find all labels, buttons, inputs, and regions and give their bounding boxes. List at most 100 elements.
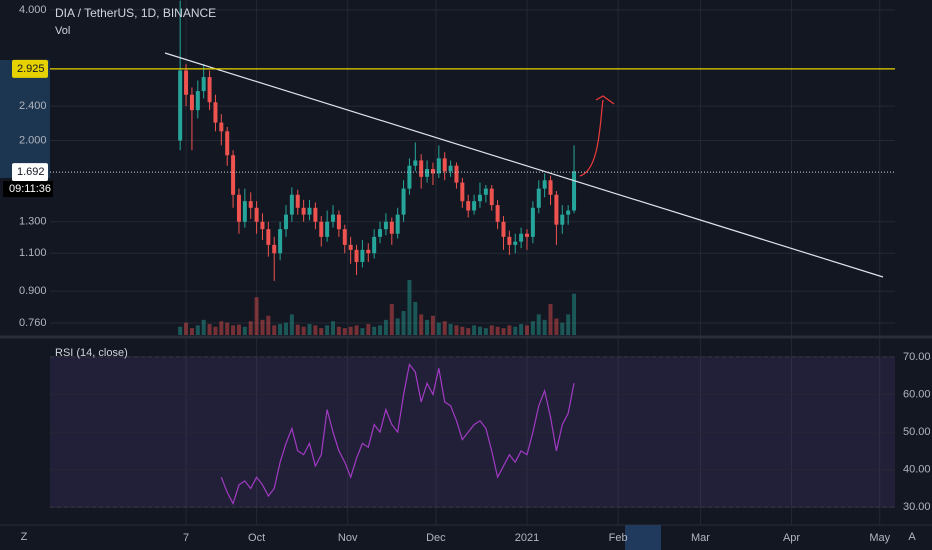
hline-label: 2.925 (17, 63, 45, 75)
volume-bar (331, 321, 336, 335)
y-tick-label: 1.100 (19, 247, 47, 259)
volume-bar (519, 324, 524, 335)
candle-body (560, 214, 565, 225)
volume-bar (542, 319, 547, 335)
volume-bar (184, 322, 189, 335)
volume-bar (489, 325, 494, 335)
volume-bar (395, 318, 400, 335)
candle-body (477, 194, 482, 202)
last-price-label: 1.692 (17, 166, 45, 178)
candle-body (325, 221, 330, 237)
volume-bar (295, 324, 300, 335)
volume-bar (354, 325, 359, 335)
candle-body (395, 214, 400, 234)
candle-body (525, 233, 530, 237)
volume-bar (301, 326, 306, 335)
volume-bar (454, 325, 459, 335)
candle-body (307, 207, 312, 215)
candle-body (572, 171, 577, 211)
candle-body (184, 70, 189, 95)
x-tick-label: 2021 (515, 532, 539, 544)
x-tick-label: Apr (783, 532, 800, 544)
volume-bar (372, 326, 377, 335)
rsi-line (220, 362, 575, 506)
candle-body (360, 249, 365, 263)
y-tick-label: 0.900 (19, 285, 47, 297)
volume-bar (572, 293, 577, 335)
candle-body (507, 236, 512, 245)
candle-body (342, 229, 347, 245)
candle-body (283, 214, 288, 230)
candle-body (336, 214, 341, 230)
volume-bar (477, 326, 482, 335)
candle-body (178, 70, 183, 141)
toolbar-button[interactable]: A (908, 531, 916, 543)
y-tick-label: 1.300 (19, 216, 47, 228)
volume-bar (325, 325, 330, 335)
volume-bar (389, 304, 394, 335)
volume-bar (231, 325, 236, 335)
candle-body (407, 165, 412, 189)
candle-body (236, 194, 241, 222)
candle-body (242, 201, 247, 222)
volume-bar (189, 328, 194, 335)
volume-bar (242, 326, 247, 335)
volume-bar (560, 322, 565, 335)
candle-body (272, 244, 277, 254)
candle-body (513, 241, 518, 245)
y-tick-label: 2.400 (19, 100, 47, 112)
volume-bar (260, 319, 265, 335)
candle-body (536, 188, 541, 208)
countdown: 09:11:36 (9, 183, 51, 195)
candle-body (430, 168, 435, 174)
candle-body (366, 249, 371, 254)
last-price-box (12, 163, 48, 182)
candle-body (295, 194, 300, 208)
volume-bar (313, 325, 318, 335)
candle-body (219, 122, 224, 132)
volume-bar (401, 310, 406, 335)
volume-bar (566, 314, 571, 335)
volume-bar (460, 326, 465, 335)
volume-bar (548, 304, 553, 335)
volume-bar (254, 297, 259, 335)
candle-body (501, 221, 506, 237)
toolbar-button[interactable]: Z (21, 531, 28, 543)
volume-label: Vol (55, 25, 70, 37)
volume-bar (525, 325, 530, 335)
candle-body (389, 221, 394, 234)
candle-body (383, 221, 388, 230)
candle-body (207, 77, 212, 103)
candle-body (213, 102, 218, 123)
volume-bar (495, 326, 500, 335)
candle-body (436, 158, 441, 174)
candle-body (313, 207, 318, 222)
volume-bar (419, 314, 424, 335)
arrow-drawing (579, 95, 615, 177)
volume-bar (501, 328, 506, 335)
volume-bar (225, 322, 230, 335)
axis-highlight (0, 60, 50, 178)
volume-bar (289, 314, 294, 335)
volume-bar (283, 322, 288, 335)
candle-body (495, 205, 500, 222)
trend-line (164, 52, 884, 278)
volume-bar (178, 326, 183, 335)
time-axis (0, 525, 932, 550)
volume-bar (407, 280, 412, 335)
candle-body (372, 236, 377, 254)
volume-bar (472, 325, 477, 335)
volume-bar (536, 314, 541, 335)
candle-body (460, 182, 465, 202)
candle-body (319, 221, 324, 237)
candle-body (472, 201, 477, 211)
countdown-box (3, 181, 53, 198)
candle-body (189, 94, 194, 111)
volume-bar (442, 321, 447, 335)
candle-body (442, 158, 447, 172)
candle-body (519, 233, 524, 242)
chart-title: DIA / TetherUS, 1D, BINANCE (55, 6, 216, 20)
rsi-tick-label: 50.00 (903, 426, 931, 438)
volume-bar (319, 328, 324, 335)
